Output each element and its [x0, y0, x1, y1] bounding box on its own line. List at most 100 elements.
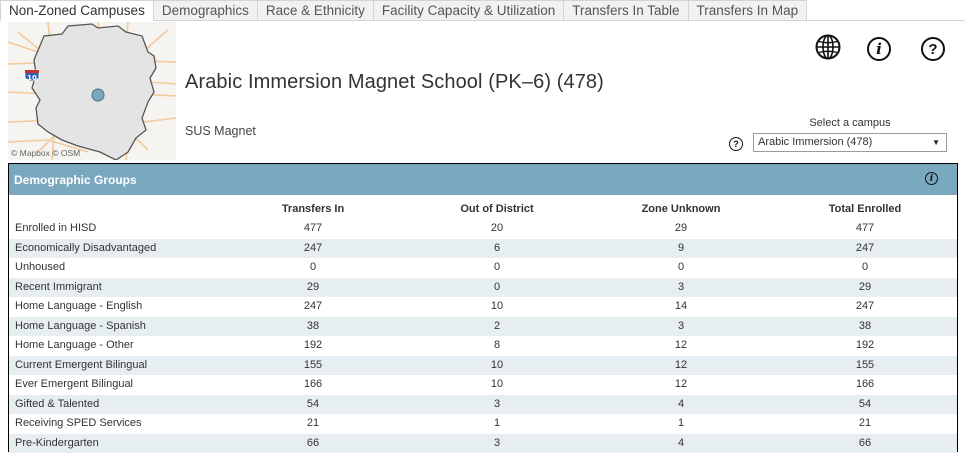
cell-out-of-district: 1 — [493, 417, 501, 429]
cell-out-of-district: 10 — [490, 300, 504, 312]
tab-non-zoned-campuses[interactable]: Non-Zoned Campuses — [0, 0, 154, 21]
cell-total-enrolled: 477 — [855, 222, 875, 234]
row-label: Recent Immigrant — [15, 280, 102, 293]
cell-zone-unknown: 0 — [677, 261, 685, 273]
row-label: Gifted & Talented — [15, 397, 100, 410]
cell-transfers-in: 192 — [303, 339, 323, 351]
cell-transfers-in: 38 — [306, 319, 320, 332]
cell-zone-unknown: 29 — [674, 222, 688, 234]
campus-select[interactable]: Arabic Immersion (478) ▼ — [753, 133, 947, 152]
cell-transfers-in: 477 — [303, 222, 323, 234]
tab-transfers-in-table[interactable]: Transfers In Table — [564, 0, 689, 21]
column-header-zone-unknown: Zone Unknown — [641, 203, 721, 215]
cell-out-of-district: 8 — [493, 339, 501, 351]
table-row: Home Language - Spanish 38 2 3 38 — [9, 316, 957, 336]
table-row: Unhoused 0 0 0 0 — [9, 258, 957, 278]
tab-facility-capacity[interactable]: Facility Capacity & Utilization — [373, 0, 565, 21]
cell-total-enrolled: 54 — [858, 397, 872, 410]
campus-help-icon[interactable]: ? — [729, 137, 743, 151]
table-row: Ever Emergent Bilingual 166 10 12 166 — [9, 375, 957, 395]
cell-total-enrolled: 192 — [855, 339, 875, 351]
cell-total-enrolled: 0 — [861, 261, 869, 273]
cell-total-enrolled: 21 — [858, 417, 872, 429]
cell-transfers-in: 155 — [303, 358, 323, 371]
cell-zone-unknown: 12 — [674, 339, 688, 351]
cell-total-enrolled: 29 — [858, 280, 872, 293]
table-row: Enrolled in HISD 477 20 29 477 — [9, 219, 957, 239]
cell-out-of-district: 10 — [490, 378, 504, 390]
cell-out-of-district: 0 — [493, 280, 501, 293]
cell-zone-unknown: 14 — [674, 300, 688, 312]
caret-down-icon: ▼ — [932, 138, 940, 147]
demographic-groups-table: Demographic Groups i Transfers In Out of… — [8, 163, 958, 453]
cell-zone-unknown: 3 — [677, 280, 685, 293]
cell-out-of-district: 3 — [493, 436, 501, 449]
globe-icon[interactable] — [815, 34, 841, 60]
cell-zone-unknown: 12 — [674, 358, 688, 371]
row-label: Enrolled in HISD — [15, 222, 97, 234]
cell-zone-unknown: 1 — [677, 417, 685, 429]
cell-total-enrolled: 247 — [855, 300, 875, 312]
help-icon[interactable]: ? — [921, 37, 945, 61]
campus-select-label: Select a campus — [809, 117, 891, 129]
row-label: Economically Disadvantaged — [15, 241, 157, 254]
row-label: Home Language - Other — [15, 339, 134, 351]
tab-bar: Non-Zoned Campuses Demographics Race & E… — [0, 0, 808, 21]
school-type: SUS Magnet — [185, 124, 256, 138]
column-header-out-of-district: Out of District — [460, 203, 534, 215]
highway-shield-icon: 10 — [24, 69, 40, 82]
svg-text:10: 10 — [27, 74, 37, 82]
cell-zone-unknown: 9 — [677, 241, 685, 254]
cell-out-of-district: 2 — [493, 319, 501, 332]
table-row: Economically Disadvantaged 247 6 9 247 — [9, 238, 957, 258]
cell-transfers-in: 66 — [306, 436, 320, 449]
cell-total-enrolled: 66 — [858, 436, 872, 449]
cell-total-enrolled: 38 — [858, 319, 872, 332]
table-row: Pre-Kindergarten 66 3 4 66 — [9, 433, 957, 453]
cell-transfers-in: 247 — [303, 300, 323, 312]
cell-total-enrolled: 247 — [855, 241, 875, 254]
cell-out-of-district: 6 — [493, 241, 501, 254]
table-row: Home Language - Other 192 8 12 192 — [9, 336, 957, 356]
campus-select-value: Arabic Immersion (478) — [758, 136, 873, 148]
cell-zone-unknown: 3 — [677, 319, 685, 332]
row-label: Ever Emergent Bilingual — [15, 378, 134, 390]
campus-map[interactable]: 10 © Mapbox © OSM — [8, 22, 176, 160]
row-label: Unhoused — [15, 261, 66, 273]
cell-transfers-in: 21 — [306, 417, 320, 429]
cell-out-of-district: 0 — [493, 261, 501, 273]
table-row: Gifted & Talented 54 3 4 54 — [9, 394, 957, 414]
cell-out-of-district: 20 — [490, 222, 504, 234]
table-info-icon[interactable]: i — [925, 172, 938, 185]
cell-transfers-in: 166 — [303, 378, 323, 390]
campus-marker — [91, 88, 105, 102]
cell-zone-unknown: 12 — [674, 378, 688, 390]
table-row: Recent Immigrant 29 0 3 29 — [9, 277, 957, 297]
table-title: Demographic Groups — [14, 173, 137, 187]
table-row: Current Emergent Bilingual 155 10 12 155 — [9, 355, 957, 375]
cell-transfers-in: 0 — [309, 261, 317, 273]
cell-transfers-in: 247 — [303, 241, 323, 254]
row-label: Current Emergent Bilingual — [15, 358, 148, 371]
tab-demographics[interactable]: Demographics — [153, 0, 258, 21]
table-row: Receiving SPED Services 21 1 1 21 — [9, 414, 957, 434]
cell-total-enrolled: 155 — [855, 358, 875, 371]
page-title: Arabic Immersion Magnet School (PK–6) (4… — [185, 71, 604, 93]
column-header-transfers-in: Transfers In — [281, 203, 345, 215]
column-header-total-enrolled: Total Enrolled — [828, 203, 902, 215]
table-row: Home Language - English 247 10 14 247 — [9, 297, 957, 317]
cell-transfers-in: 54 — [306, 397, 320, 410]
table-header-bar: Demographic Groups i — [9, 164, 957, 195]
cell-zone-unknown: 4 — [677, 397, 685, 410]
row-label: Home Language - English — [15, 300, 143, 312]
map-attribution[interactable]: © Mapbox © OSM — [11, 148, 81, 158]
info-icon[interactable]: i — [867, 37, 891, 61]
cell-total-enrolled: 166 — [855, 378, 875, 390]
cell-out-of-district: 3 — [493, 397, 501, 410]
cell-out-of-district: 10 — [490, 358, 504, 371]
row-label: Receiving SPED Services — [15, 417, 142, 429]
tab-race-ethnicity[interactable]: Race & Ethnicity — [257, 0, 374, 21]
row-label: Home Language - Spanish — [15, 319, 146, 332]
row-label: Pre-Kindergarten — [15, 436, 99, 449]
tab-transfers-in-map[interactable]: Transfers In Map — [688, 0, 808, 21]
